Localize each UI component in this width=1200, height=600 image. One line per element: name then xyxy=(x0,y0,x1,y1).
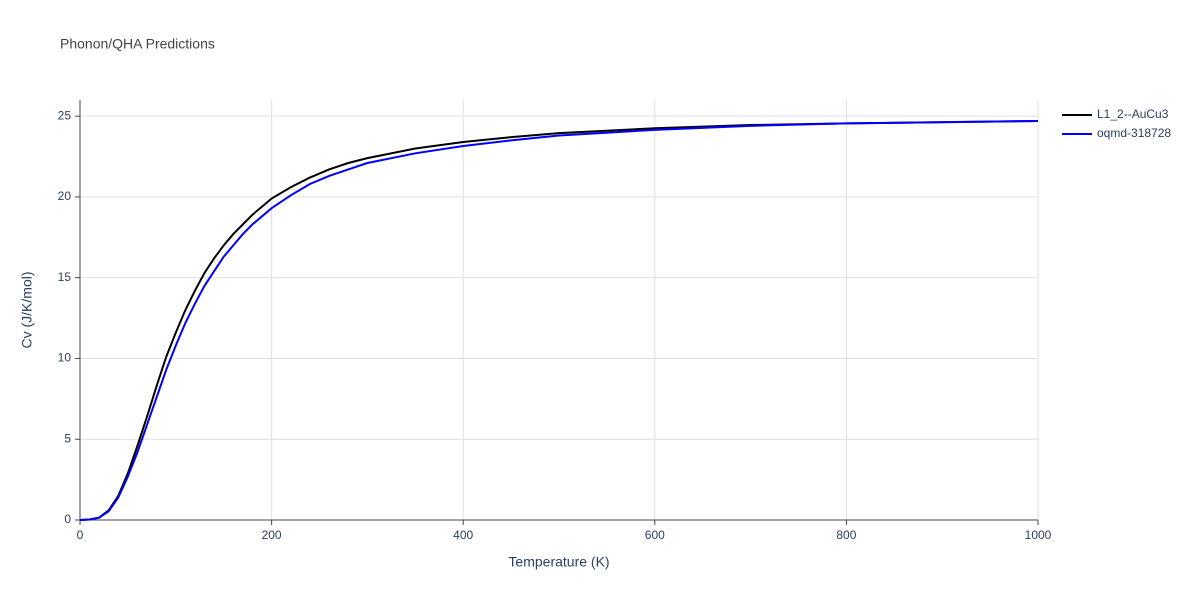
series-line xyxy=(79,120,1039,521)
x-axis-title: Temperature (K) xyxy=(508,554,609,570)
y-tick-label: 5 xyxy=(64,431,71,445)
series-line xyxy=(79,120,1039,521)
x-tick-label: 200 xyxy=(262,528,282,542)
x-tick-label: 600 xyxy=(645,528,665,542)
y-axis-title: Cv (J/K/mol) xyxy=(19,272,35,349)
legend-label[interactable]: oqmd-318728 xyxy=(1097,126,1171,140)
legend-label[interactable]: L1_2--AuCu3 xyxy=(1097,107,1169,121)
y-tick-label: 20 xyxy=(58,189,72,203)
y-tick-label: 25 xyxy=(58,108,72,122)
chart-title: Phonon/QHA Predictions xyxy=(60,36,215,52)
y-tick-label: 0 xyxy=(64,512,71,526)
x-tick-label: 800 xyxy=(836,528,856,542)
y-tick-label: 10 xyxy=(58,351,72,365)
x-tick-label: 1000 xyxy=(1025,528,1052,542)
y-tick-label: 15 xyxy=(58,270,72,284)
x-tick-label: 0 xyxy=(77,528,84,542)
x-tick-label: 400 xyxy=(453,528,473,542)
